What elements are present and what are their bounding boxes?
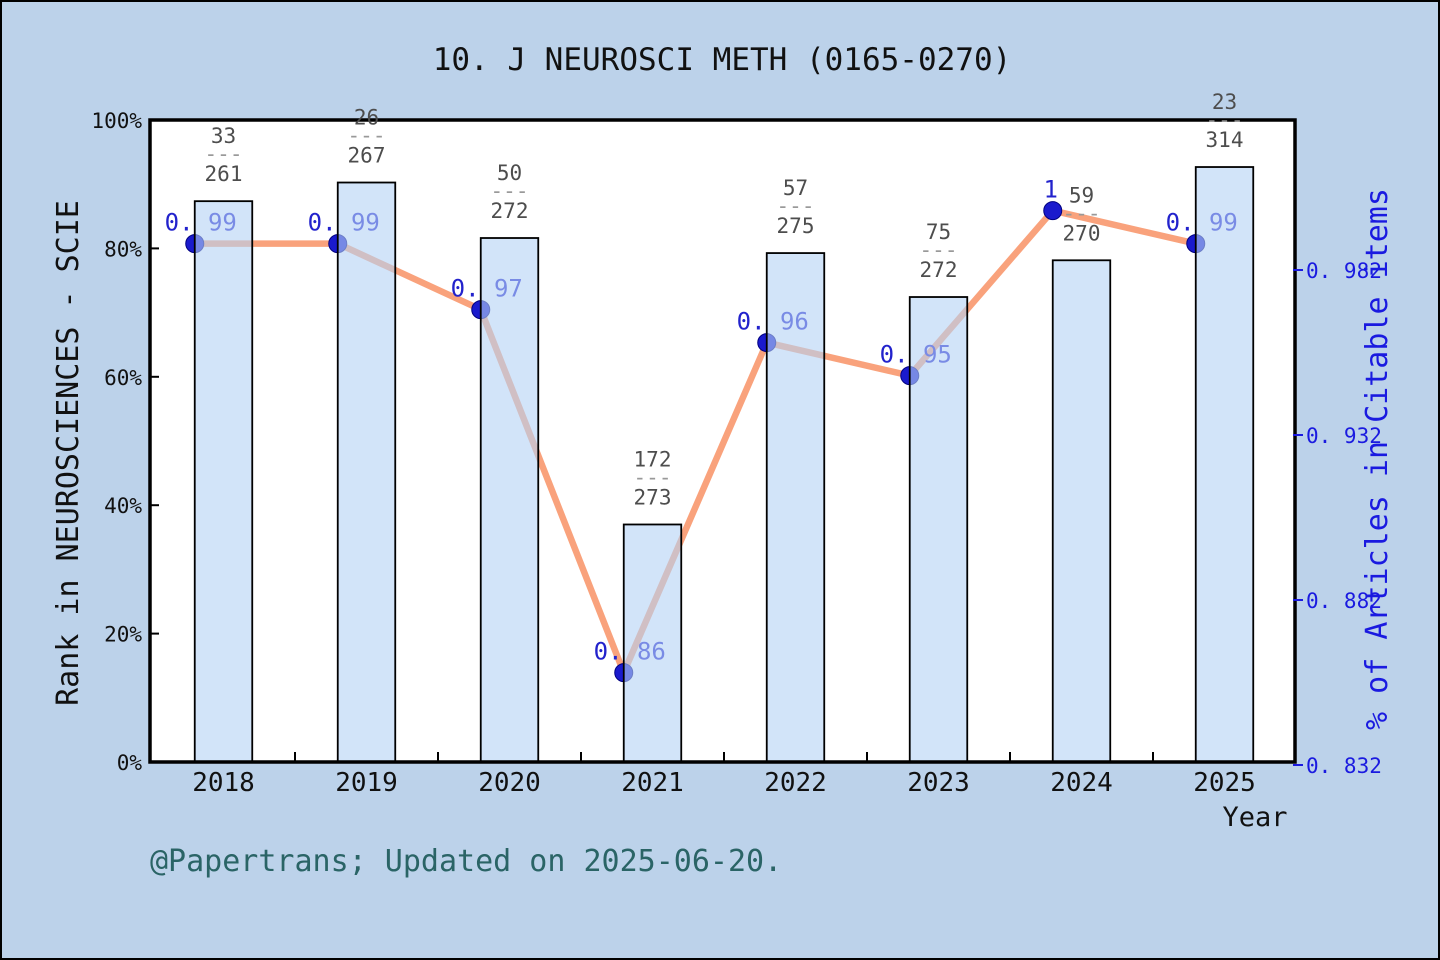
left-axis-tick-label: 40% [104, 494, 142, 518]
left-axis-tick-label: 100% [91, 109, 142, 133]
x-axis-tick-label: 2021 [621, 768, 684, 798]
bar-fraction-denominator: 270 [1063, 221, 1101, 245]
bar [336, 181, 397, 763]
plot-border [148, 118, 1297, 764]
bar-fraction-divider: --- [348, 124, 386, 148]
bar-fraction-divider: --- [777, 194, 815, 218]
bar-fraction-denominator: 272 [920, 258, 958, 282]
footer-note: @Papertrans; Updated on 2025-06-20. [150, 844, 783, 879]
bar-fraction-denominator: 267 [348, 144, 386, 168]
bar [193, 200, 254, 763]
bar-fraction-denominator: 275 [777, 214, 815, 238]
bar [622, 523, 683, 763]
bar-fraction-numerator: 23 [1212, 90, 1237, 114]
left-axis-tick-label: 80% [104, 237, 142, 261]
left-axis-tick-label: 60% [104, 366, 142, 390]
bar-fraction-divider: --- [205, 142, 243, 166]
bar-fraction-denominator: 314 [1206, 128, 1244, 152]
right-axis-tick-label: 0. 832 [1306, 754, 1382, 778]
bar-fraction-numerator: 33 [211, 124, 236, 148]
bar-fraction-divider: --- [1063, 201, 1101, 225]
right-axis-title: % of Articles in Citable items [1360, 188, 1395, 730]
x-axis-tick-label: 2018 [192, 768, 255, 798]
right-axis-tick-label: 0. 932 [1306, 424, 1382, 448]
bar-fraction-numerator: 172 [634, 447, 672, 471]
bar-fraction-divider: --- [491, 179, 529, 203]
bar [1194, 166, 1255, 763]
bar-fraction-numerator: 50 [497, 161, 522, 185]
left-axis-title: Rank in NEUROSCIENCES - SCIE [51, 200, 86, 706]
right-axis-tick-label: 0. 882 [1306, 589, 1382, 613]
left-axis-tick-label: 20% [104, 623, 142, 647]
bar-fraction-divider: --- [1206, 108, 1244, 132]
x-axis-tick-label: 2025 [1193, 768, 1256, 798]
bar-fraction-numerator: 26 [354, 106, 379, 130]
bar-fraction-divider: --- [634, 465, 672, 489]
bar-fraction-divider: --- [920, 238, 958, 262]
bar-fraction-denominator: 261 [205, 162, 243, 186]
bar-fraction-numerator: 57 [783, 176, 808, 200]
left-axis-tick-label: 0% [117, 751, 143, 775]
bar [765, 252, 826, 763]
bar-fraction-numerator: 59 [1069, 183, 1094, 207]
data-point-dot [1043, 201, 1063, 221]
data-point-label: 1 [1044, 176, 1058, 204]
x-axis-title: Year [1222, 802, 1288, 833]
bar-fraction-numerator: 75 [926, 220, 951, 244]
bar [1051, 259, 1112, 763]
x-axis-tick-label: 2019 [335, 768, 398, 798]
chart-title: 10. J NEUROSCI METH (0165-0270) [432, 42, 1012, 78]
x-axis-tick-label: 2024 [1050, 768, 1113, 798]
bar [908, 296, 969, 763]
bar-fraction-denominator: 273 [634, 485, 672, 509]
x-axis-tick-label: 2020 [478, 768, 541, 798]
bar [479, 237, 540, 763]
x-axis-tick-label: 2022 [764, 768, 827, 798]
right-axis-tick-label: 0. 982 [1306, 259, 1382, 283]
bar-fraction-denominator: 272 [491, 199, 529, 223]
x-axis-tick-label: 2023 [907, 768, 970, 798]
